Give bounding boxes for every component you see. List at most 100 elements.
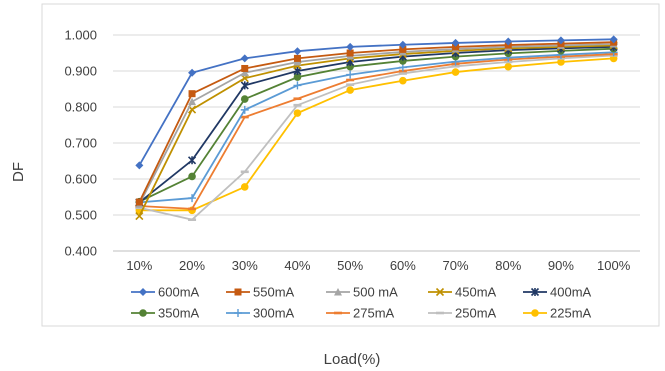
y-tick-label: 0.700 xyxy=(64,136,97,151)
legend-label: 225mA xyxy=(550,306,592,321)
data-point-marker xyxy=(451,65,460,68)
series-line xyxy=(139,53,614,210)
x-tick-label: 90% xyxy=(548,258,574,273)
y-tick-label: 0.900 xyxy=(64,64,97,79)
data-point-marker xyxy=(293,109,302,117)
data-point-marker xyxy=(240,115,249,119)
data-point-marker xyxy=(451,68,460,76)
data-point-marker xyxy=(504,62,513,71)
data-point-marker xyxy=(398,72,407,75)
series-line xyxy=(139,54,614,221)
data-point-marker xyxy=(293,97,302,101)
series-line xyxy=(138,38,614,166)
data-point-marker xyxy=(530,287,540,297)
y-axis-title: DF xyxy=(10,162,27,182)
data-point-marker xyxy=(188,97,197,106)
legend-item: 600mA xyxy=(131,285,200,300)
data-point-marker xyxy=(240,81,249,90)
series-line xyxy=(139,57,614,212)
series-400ma xyxy=(135,42,618,207)
legend-item: 250mA xyxy=(428,306,497,321)
data-point-marker xyxy=(346,70,355,79)
legend-label: 600mA xyxy=(158,285,200,300)
data-point-marker xyxy=(139,288,147,296)
legend-label: 400mA xyxy=(550,285,592,300)
data-point-marker xyxy=(135,161,144,170)
y-tick-labels: 0.400 0.500 0.600 0.700 0.800 0.900 1.000 xyxy=(64,28,97,259)
data-point-marker xyxy=(346,42,355,51)
legend-item: 350mA xyxy=(131,306,200,321)
data-point-marker xyxy=(399,45,407,53)
data-point-marker xyxy=(293,54,301,62)
data-point-marker xyxy=(240,68,249,77)
legend-label: 500 mA xyxy=(353,285,398,300)
series-lines xyxy=(135,35,618,221)
data-point-marker xyxy=(504,37,513,46)
legend-item: 450mA xyxy=(428,285,497,300)
data-point-marker xyxy=(187,156,197,165)
legend: 600mA 550mA 500 mA 450mA 400mA 350mA 300mA 275m… xyxy=(131,285,592,321)
data-point-marker xyxy=(241,64,249,72)
data-point-marker xyxy=(346,86,354,94)
data-point-marker xyxy=(531,309,539,317)
data-point-marker xyxy=(346,78,355,82)
y-tick-label: 0.800 xyxy=(64,100,97,115)
legend-item: 550mA xyxy=(226,285,295,300)
series-line xyxy=(138,41,614,203)
data-point-marker xyxy=(435,287,445,297)
data-point-marker xyxy=(188,172,196,181)
x-tick-label: 20% xyxy=(179,258,205,273)
data-point-marker xyxy=(556,36,565,45)
y-tick-label: 0.600 xyxy=(64,172,97,187)
data-point-marker xyxy=(240,183,249,191)
legend-label: 300mA xyxy=(253,306,295,321)
data-point-marker xyxy=(135,206,144,210)
data-point-marker xyxy=(188,68,197,77)
data-point-marker xyxy=(240,95,249,103)
data-point-marker xyxy=(293,81,302,90)
data-point-marker xyxy=(346,83,355,86)
data-point-marker xyxy=(234,288,242,296)
x-tick-label: 10% xyxy=(126,258,152,273)
data-point-marker xyxy=(557,58,565,66)
data-point-marker xyxy=(188,218,197,221)
data-point-marker xyxy=(398,40,407,49)
legend-label: 250mA xyxy=(455,306,497,321)
data-point-marker xyxy=(399,76,407,85)
x-tick-label: 80% xyxy=(495,258,521,273)
data-point-marker xyxy=(346,49,354,57)
data-point-marker xyxy=(240,54,249,63)
y-tick-label: 1.000 xyxy=(64,28,97,43)
series-line xyxy=(139,51,614,204)
series-line xyxy=(138,45,614,204)
data-point-marker xyxy=(135,212,144,221)
series-line xyxy=(138,43,614,205)
x-tick-label: 70% xyxy=(443,258,469,273)
data-point-marker xyxy=(609,35,618,44)
data-point-marker xyxy=(436,311,444,315)
series-line xyxy=(138,47,614,203)
legend-item: 225mA xyxy=(523,306,592,321)
x-tick-label: 50% xyxy=(337,258,363,273)
data-point-marker xyxy=(398,63,407,72)
legend-item: 500 mA xyxy=(326,285,398,300)
data-point-marker xyxy=(334,288,342,296)
x-tick-label: 100% xyxy=(597,258,631,273)
data-point-marker xyxy=(293,73,302,81)
legend-item: 275mA xyxy=(326,306,395,321)
data-point-marker xyxy=(188,207,197,211)
data-point-marker xyxy=(293,47,302,56)
x-tick-label: 40% xyxy=(284,258,310,273)
legend-item: 300mA xyxy=(226,306,295,321)
data-point-marker xyxy=(293,103,302,107)
legend-label: 550mA xyxy=(253,285,295,300)
x-tick-labels: 10% 20% 30% 40% 50% 60% 70% 80% 90% 100% xyxy=(126,258,630,273)
data-point-marker xyxy=(504,60,513,64)
data-point-marker xyxy=(240,105,249,114)
legend-label: 450mA xyxy=(455,285,497,300)
x-axis-title: Load(%) xyxy=(324,351,381,368)
y-tick-label: 0.400 xyxy=(64,244,97,259)
x-tick-label: 30% xyxy=(232,258,258,273)
data-point-marker xyxy=(334,311,342,315)
